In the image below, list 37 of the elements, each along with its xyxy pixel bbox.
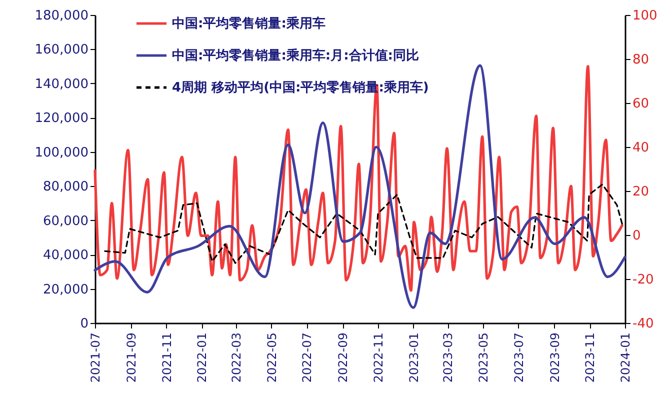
- y2-tick-label: 0: [632, 228, 641, 244]
- x-tick-label: 2022-11: [371, 332, 386, 383]
- y2-tick-label: -20: [632, 272, 654, 288]
- y-tick-label: 180,000: [34, 8, 88, 24]
- y2-tick-label: 40: [632, 140, 650, 156]
- y-tick-label: 120,000: [34, 111, 88, 126]
- y-tick-label: 20,000: [43, 282, 88, 298]
- y2-tick-label: 20: [632, 184, 650, 200]
- y-tick-label: 60,000: [43, 214, 88, 229]
- y-tick-label: 160,000: [34, 42, 88, 58]
- y-tick-label: 140,000: [34, 76, 88, 92]
- y-tick-label: 100,000: [34, 145, 88, 160]
- x-tick-label: 2023-09: [548, 332, 562, 383]
- x-tick-label: 2023-05: [476, 332, 490, 383]
- x-tick-label: 2023-03: [441, 332, 456, 383]
- x-tick-label: 2022-03: [229, 332, 244, 383]
- x-tick-label: 2023-07: [512, 332, 526, 383]
- x-tick-label: 2022-01: [195, 332, 210, 383]
- legend-label: 中国:平均零售销量:乘用车:月:合计值:同比: [172, 48, 419, 64]
- x-tick-label: 2021-09: [124, 332, 138, 383]
- line-series: [104, 184, 623, 264]
- y2-tick-label: 80: [632, 52, 650, 68]
- y-tick-label: 40,000: [43, 248, 88, 264]
- legend-label: 中国:平均零售销量:乘用车: [172, 16, 326, 32]
- x-tick-label: 2022-09: [336, 332, 350, 383]
- y-tick-label: 80,000: [43, 180, 88, 195]
- x-tick-label: 2022-07: [300, 332, 314, 383]
- x-tick-label: 2023-11: [583, 332, 598, 383]
- x-tick-label: 2022-05: [264, 332, 279, 383]
- x-tick-label: 2021-07: [88, 332, 102, 383]
- y2-tick-label: -40: [632, 316, 654, 332]
- x-tick-label: 2023-01: [406, 332, 421, 383]
- y2-tick-label: 100: [632, 8, 658, 24]
- y2-tick-label: 60: [632, 96, 650, 112]
- x-tick-label: 2021-11: [160, 332, 174, 383]
- y-tick-label: 0: [80, 316, 88, 332]
- x-tick-label: 2024-01: [618, 332, 632, 383]
